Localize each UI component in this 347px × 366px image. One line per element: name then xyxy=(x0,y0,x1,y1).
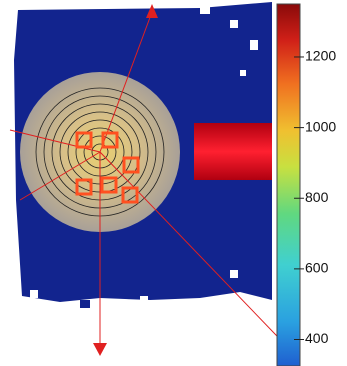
heatmap-area xyxy=(9,2,301,361)
colorbar-tick-label: 600 xyxy=(305,260,329,276)
colorbar xyxy=(276,3,301,366)
colorbar-tick-label: 1200 xyxy=(305,48,336,64)
colorbar-tick-label: 1000 xyxy=(305,118,336,134)
colorbar-tick-label: 400 xyxy=(305,330,329,346)
colorbar-tick-label: 800 xyxy=(305,189,329,205)
